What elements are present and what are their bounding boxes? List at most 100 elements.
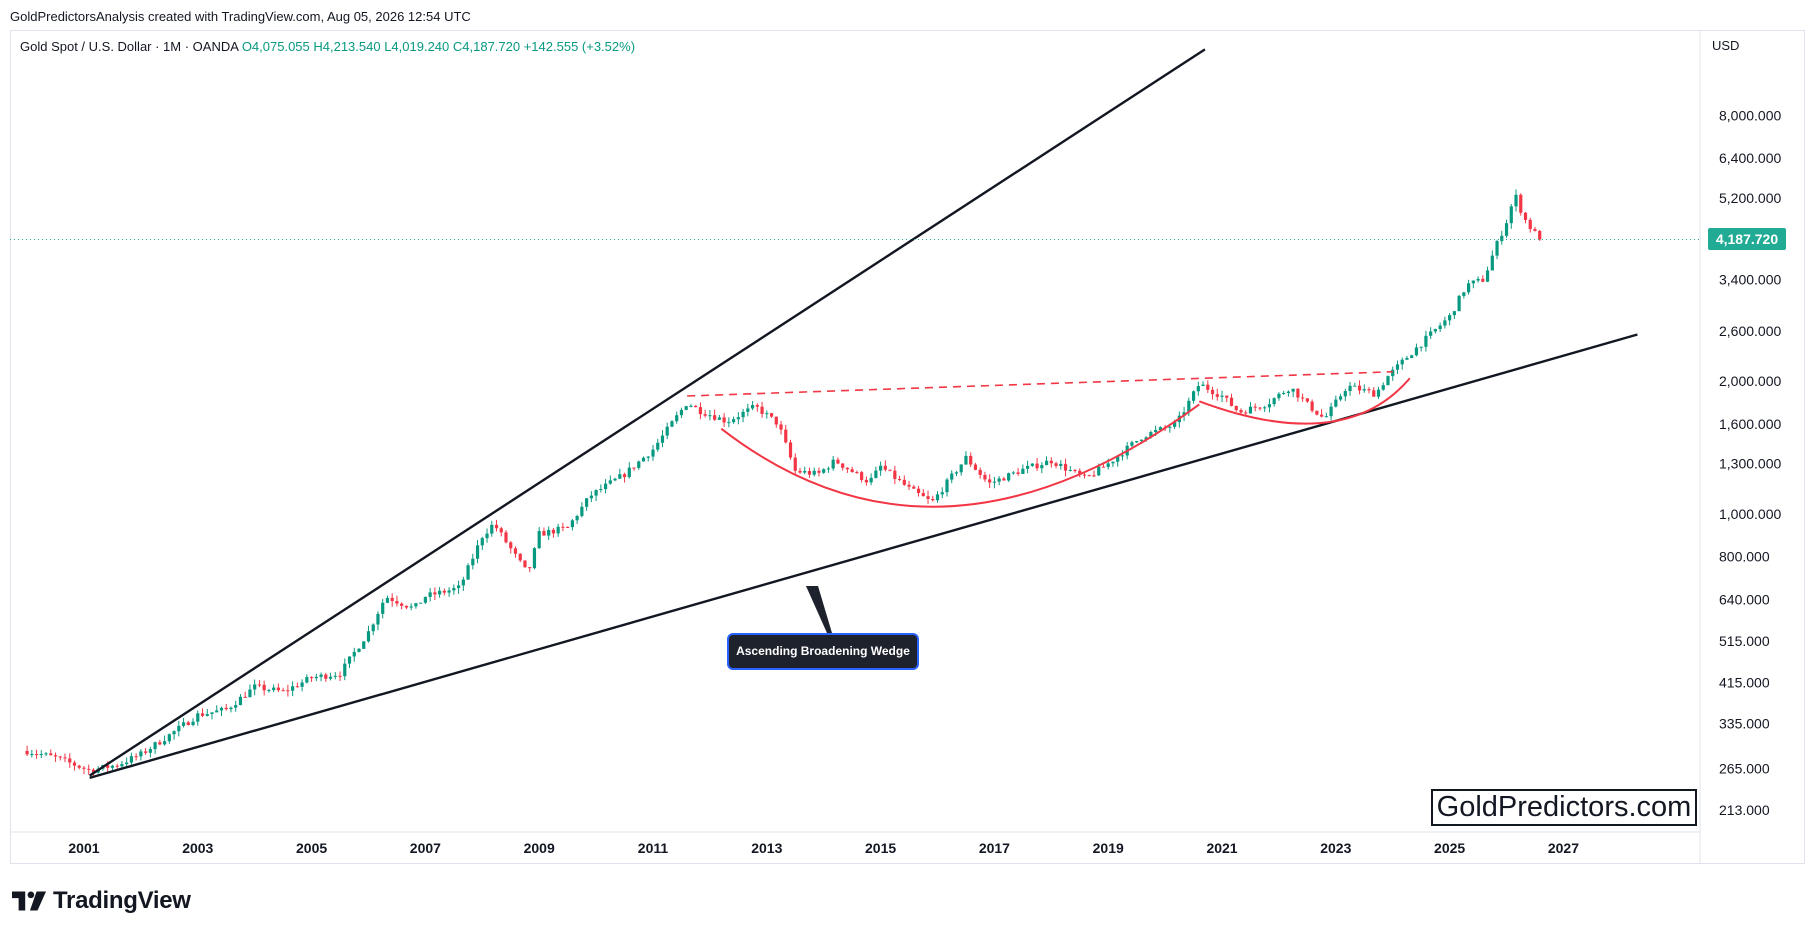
- candle-down: [1087, 475, 1091, 477]
- candle-up: [641, 457, 646, 462]
- x-tick-label: 2027: [1548, 840, 1579, 856]
- candle-up: [366, 631, 371, 642]
- candle-up: [139, 751, 143, 757]
- x-tick-label: 2001: [68, 840, 99, 856]
- candle-up: [238, 696, 243, 706]
- candle-up: [812, 470, 816, 475]
- candle-up: [438, 590, 442, 595]
- x-tick-label: 2015: [865, 840, 896, 856]
- candle-up: [1139, 439, 1144, 441]
- time-axis[interactable]: 2001 2003 2005 2007 2009 2011 2013 2015 2017 2019…: [68, 840, 1579, 856]
- candle-up: [585, 498, 589, 507]
- candle-up: [1386, 376, 1390, 386]
- candle-down: [713, 415, 717, 420]
- candle-up: [959, 464, 963, 473]
- candle-up: [765, 413, 769, 415]
- candle-up: [110, 765, 115, 768]
- neckline-dashed[interactable]: [687, 370, 1393, 397]
- candle-down: [1078, 470, 1082, 475]
- candle-down: [68, 758, 72, 763]
- candle-up: [1500, 235, 1504, 242]
- x-tick-label: 2007: [410, 840, 441, 856]
- currency-selector[interactable]: USD: [1712, 38, 1740, 53]
- candle-down: [224, 707, 228, 710]
- wedge-trendline-0[interactable]: [89, 333, 1638, 780]
- candle-up: [452, 588, 456, 591]
- candle-up: [1144, 437, 1148, 440]
- candle-up: [291, 686, 295, 691]
- candle-down: [518, 553, 522, 561]
- cup-arc[interactable]: [720, 403, 1200, 508]
- candle-up: [215, 710, 219, 713]
- candle-up: [1376, 389, 1381, 397]
- candle-down: [1305, 398, 1309, 402]
- ascending-broadening-wedge-label[interactable]: Ascending Broadening Wedge: [727, 633, 919, 670]
- y-tick-label: 415.000: [1719, 674, 1770, 690]
- candle-down: [1229, 397, 1234, 406]
- candle-up: [1007, 473, 1011, 481]
- watermark-text: GoldPredictors.com: [1431, 789, 1697, 826]
- candle-down: [106, 765, 110, 768]
- candle-up: [665, 426, 669, 436]
- candle-up: [343, 663, 347, 677]
- candle-down: [888, 469, 892, 471]
- candle-up: [1443, 320, 1447, 326]
- candle-down: [404, 605, 409, 608]
- tradingview-logo[interactable]: TradingView: [12, 887, 191, 915]
- candle-down: [390, 597, 394, 602]
- x-tick-label: 2013: [751, 840, 782, 856]
- candle-up: [229, 707, 233, 710]
- candle-up: [1068, 470, 1072, 472]
- candle-down: [1367, 389, 1371, 391]
- candle-up: [879, 465, 883, 471]
- candle-down: [978, 469, 982, 475]
- candle-down: [722, 417, 726, 423]
- candle-up: [826, 468, 831, 470]
- candle-down: [186, 722, 190, 726]
- candle-down: [788, 442, 793, 458]
- y-tick-label: 2,600.000: [1719, 323, 1781, 339]
- candle-down: [1244, 412, 1248, 414]
- candle-up: [1044, 460, 1049, 466]
- candle-up: [599, 489, 603, 491]
- candle-up: [1462, 292, 1466, 296]
- candle-down: [1372, 390, 1376, 397]
- candle-down: [91, 769, 96, 773]
- candle-up: [485, 533, 489, 539]
- candle-down: [499, 528, 503, 533]
- candle-up: [589, 495, 593, 499]
- y-tick-label: 213.000: [1719, 802, 1770, 818]
- candle-up: [44, 753, 48, 755]
- candle-up: [935, 494, 940, 501]
- symbol-legend[interactable]: Gold Spot / U.S. Dollar · 1M · OANDA O4,…: [20, 39, 635, 54]
- candle-down: [912, 486, 916, 489]
- candle-up: [945, 479, 949, 493]
- candle-up: [248, 689, 252, 698]
- candle-up: [1433, 329, 1438, 332]
- cup-arc[interactable]: [1198, 377, 1411, 425]
- candle-up: [210, 712, 214, 715]
- candle-down: [144, 751, 148, 753]
- y-tick-label: 640.000: [1719, 591, 1770, 607]
- tradingview-wordmark: TradingView: [53, 887, 191, 914]
- candle-up: [708, 415, 712, 417]
- candle-down: [1296, 388, 1300, 398]
- candle-up: [466, 565, 470, 580]
- candle-down: [281, 690, 285, 692]
- candle-up: [267, 690, 271, 692]
- candle-up: [357, 648, 361, 652]
- candle-down: [760, 406, 764, 414]
- candle-up: [1410, 355, 1414, 359]
- candle-up: [637, 461, 641, 468]
- candle-down: [1258, 407, 1262, 409]
- candle-up: [1400, 359, 1404, 365]
- candle-down: [442, 590, 446, 593]
- symbol-name[interactable]: Gold Spot / U.S. Dollar · 1M · OANDA: [20, 39, 239, 54]
- candle-down: [1519, 194, 1523, 213]
- price-axis[interactable]: 8,000.000 6,400.000 5,200.000 3,400.000 2,60…: [1719, 107, 1781, 818]
- candle-up: [480, 538, 484, 546]
- candle-down: [1035, 463, 1039, 469]
- wedge-trendline-1[interactable]: [89, 48, 1206, 777]
- candle-down: [262, 684, 266, 691]
